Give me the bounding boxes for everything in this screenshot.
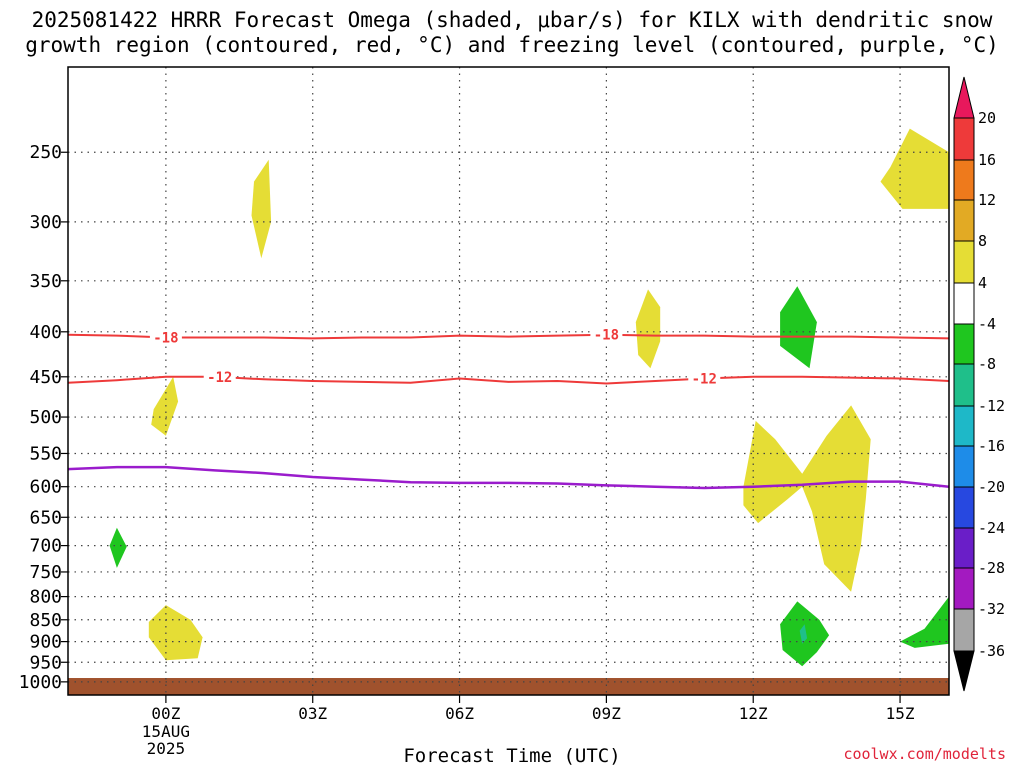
contour-label-bg (149, 329, 182, 346)
plot-area: -18 -18 -12 -12 250 300 350 400 450 500 550 600 650 7… (19, 66, 950, 758)
y-tick-label: 750 (29, 562, 62, 583)
y-tick-label: 1000 (19, 672, 62, 693)
omega-region-10 (799, 624, 808, 644)
omega-region-5 (148, 605, 203, 661)
colorbar-segment-0 (953, 117, 975, 161)
y-tick-label: 350 (29, 271, 62, 292)
x-tick-label: 06Z (445, 704, 474, 723)
x-tick-label: 03Z (298, 704, 327, 723)
colorbar-segment-8 (953, 445, 975, 488)
y-tick-label: 250 (29, 142, 62, 163)
colorbar-label: 20 (978, 109, 996, 127)
contour-label-bg (590, 326, 623, 343)
chart-title-line-2: growth region (contoured, red, °C) and f… (25, 33, 999, 57)
freezing-level-line (67, 465, 950, 490)
y-tick-label: 550 (29, 443, 62, 464)
colorbar-label: -16 (978, 437, 1005, 455)
y-tick-label: 850 (29, 610, 62, 631)
colorbar-label: -4 (978, 315, 996, 333)
x-tick-label: 09Z (592, 704, 621, 723)
colorbar-label: -32 (978, 600, 1005, 618)
colorbar-arrow-top (953, 76, 975, 119)
y-tick-label: 800 (29, 587, 62, 608)
colorbar-label: -20 (978, 478, 1005, 496)
colorbar-label: 8 (978, 232, 987, 250)
omega-region-3 (151, 376, 179, 436)
y-tick-label: 400 (29, 322, 62, 343)
chart-title-line-1: 2025081422 HRRR Forecast Omega (shaded, … (31, 8, 993, 32)
x-tick-sublabel: 2025 (147, 739, 186, 758)
contour-label: -18 (153, 330, 178, 346)
colorbar-segment-12 (953, 608, 975, 652)
omega-region-0 (251, 159, 272, 259)
y-tick-label: 650 (29, 507, 62, 528)
omega-region-9 (900, 596, 949, 648)
colorbar-segment-2 (953, 199, 975, 242)
x-tick-label: 12Z (739, 704, 768, 723)
y-tick-label: 900 (29, 632, 62, 653)
contour-label: -12 (207, 370, 232, 386)
x-axis-label: Forecast Time (UTC) (403, 745, 621, 767)
x-tick-label: 15Z (886, 704, 915, 723)
colorbar: 20 16 12 8 4 -4 -8 -12 -16 -20 -24 -28 -32 -36 (953, 76, 1005, 692)
x-tick-sublabel: 15AUG (142, 722, 190, 741)
plot-frame (67, 66, 950, 696)
omega-region-1 (880, 128, 949, 209)
omega-region-7 (109, 527, 127, 568)
contour-label: -12 (692, 371, 717, 387)
y-tick-label: 600 (29, 477, 62, 498)
colorbar-segment-9 (953, 486, 975, 529)
contour-label-bg (688, 370, 721, 387)
colorbar-segment-1 (953, 159, 975, 201)
colorbar-label: 4 (978, 274, 987, 292)
colorbar-label: -36 (978, 642, 1005, 660)
colorbar-segment-7 (953, 405, 975, 447)
colorbar-segment-6 (953, 363, 975, 407)
colorbar-segment-3 (953, 240, 975, 284)
colorbar-segment-5 (953, 323, 975, 365)
y-tick-label: 500 (29, 407, 62, 428)
colorbar-label: 12 (978, 191, 996, 209)
omega-region-2 (635, 289, 661, 369)
source-credit[interactable]: coolwx.com/modelts (843, 745, 1006, 763)
colorbar-label: -8 (978, 355, 996, 373)
contour-label-bg (203, 369, 236, 386)
colorbar-segment-4 (953, 282, 975, 325)
isotherm-contour-0 (67, 333, 950, 340)
colorbar-label: -24 (978, 519, 1005, 537)
y-tick-label: 450 (29, 367, 62, 388)
colorbar-segment-11 (953, 567, 975, 610)
colorbar-arrow-bottom (953, 650, 975, 692)
omega-region-4 (743, 405, 871, 592)
ground-surface (68, 678, 949, 695)
colorbar-label: -28 (978, 559, 1005, 577)
y-tick-label: 300 (29, 212, 62, 233)
y-tick-label: 700 (29, 536, 62, 557)
contour-label: -18 (594, 328, 619, 344)
x-tick-label: 00Z (151, 704, 180, 723)
y-tick-label: 950 (29, 652, 62, 673)
omega-region-6 (780, 286, 817, 369)
colorbar-segment-10 (953, 527, 975, 569)
colorbar-label: 16 (978, 151, 996, 169)
colorbar-label: -12 (978, 397, 1005, 415)
